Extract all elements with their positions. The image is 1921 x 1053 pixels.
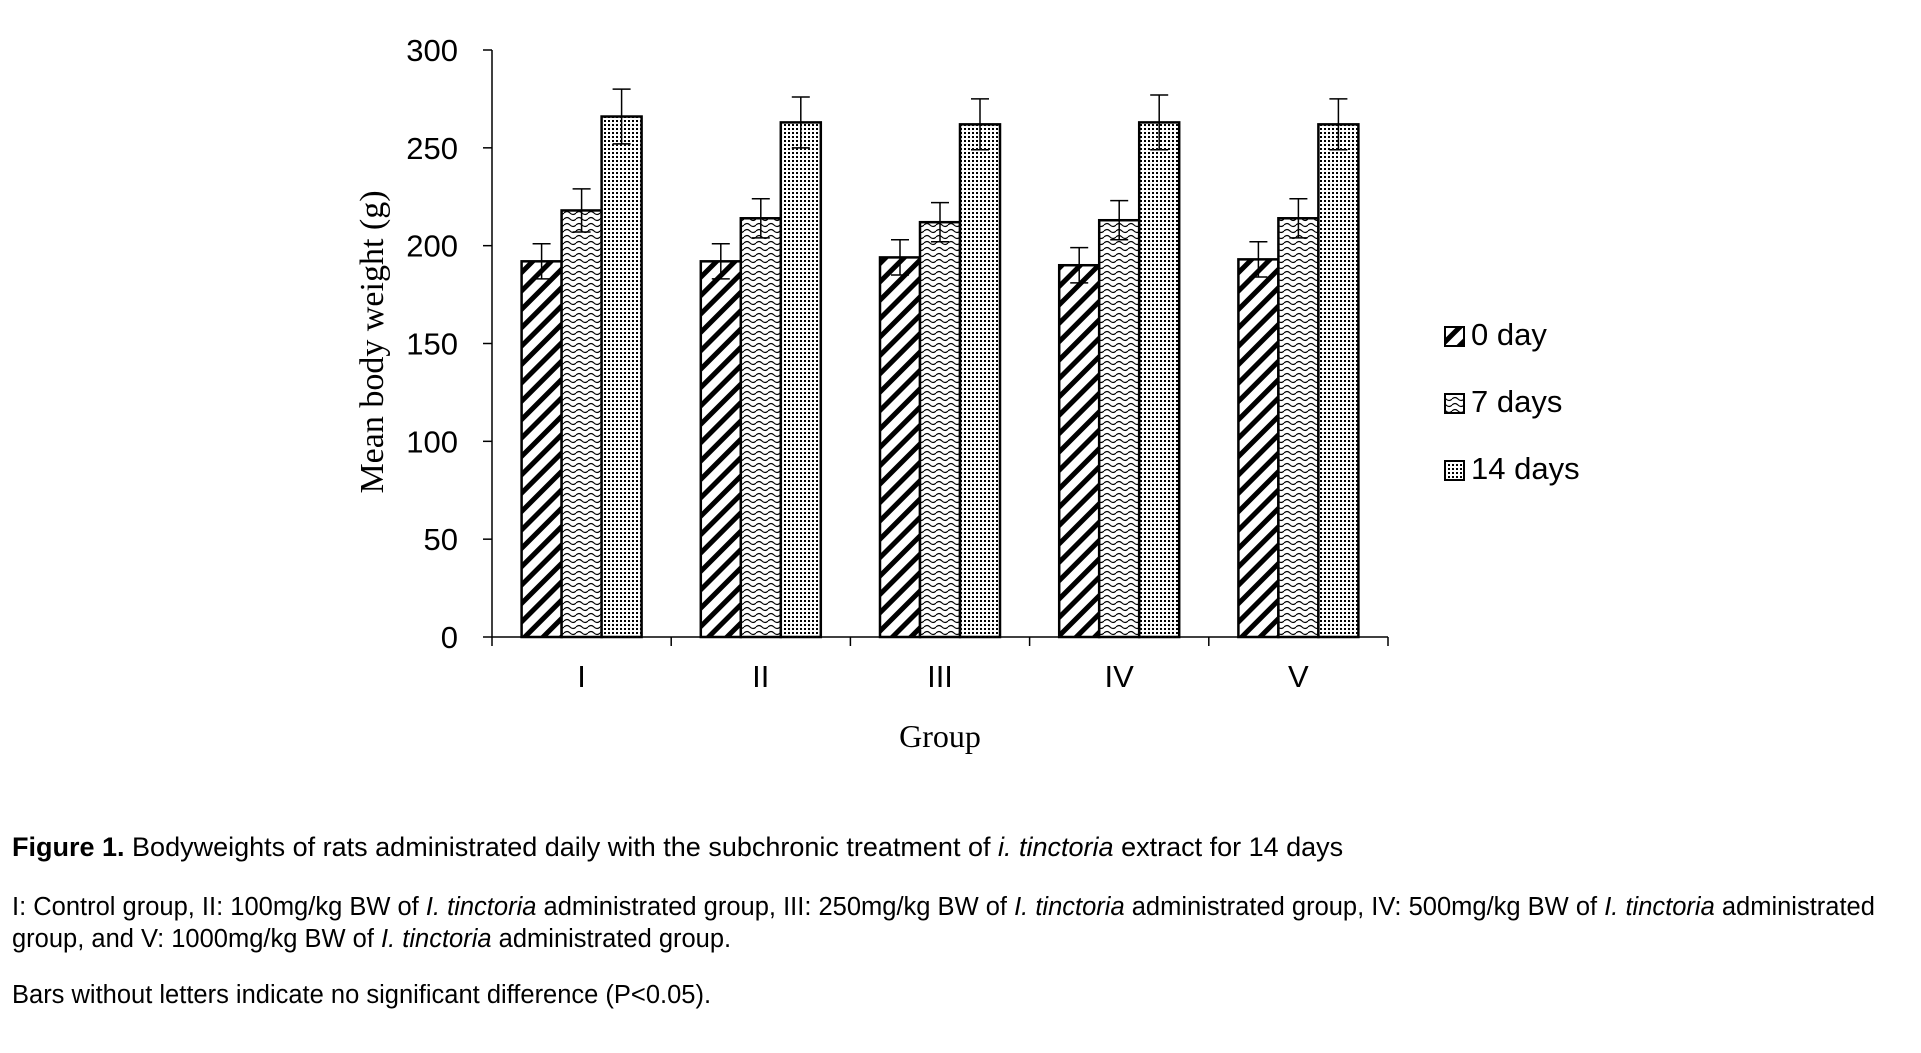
- bar: [600, 115, 643, 639]
- y-tick-label: 50: [424, 522, 458, 557]
- caption-groups-part: administrated group.: [498, 925, 732, 953]
- x-tick-label: I: [577, 659, 586, 694]
- legend-swatch: [1444, 326, 1465, 347]
- caption-groups-part: administrated group, and V: 1000mg/kg BW…: [12, 893, 1875, 953]
- legend-swatch: [1444, 460, 1465, 481]
- figure-number: Figure 1.: [12, 832, 125, 862]
- species-name: I. tinctoria: [1604, 893, 1715, 921]
- bars-group: [520, 115, 1360, 639]
- bar: [1277, 217, 1320, 639]
- y-axis: 0 50 100 150 200 250 300: [406, 33, 493, 655]
- y-tick-label: 0: [441, 620, 458, 655]
- y-tick-label: 250: [406, 131, 458, 166]
- legend-swatch: [1444, 393, 1465, 414]
- caption-groups-part: administrated group, III: 250mg/kg BW of: [543, 893, 1007, 921]
- bar: [779, 121, 823, 639]
- caption-title-text: Bodyweights of rats administrated daily …: [132, 832, 991, 862]
- caption-note: Bars without letters indicate no signifi…: [12, 981, 712, 1009]
- x-tick-label: IV: [1105, 659, 1135, 694]
- caption-groups-part: administrated group, IV: 500mg/kg BW of: [1131, 893, 1598, 921]
- bar: [739, 217, 783, 639]
- caption-groups-part: I: Control group, II: 100mg/kg BW of: [12, 893, 419, 921]
- x-tick-label: III: [927, 659, 953, 694]
- species-name: i. tinctoria: [998, 832, 1114, 862]
- figure-caption: Figure 1. Bodyweights of rats administra…: [12, 830, 1912, 1011]
- bar: [699, 260, 743, 639]
- bar: [1237, 258, 1280, 639]
- y-axis-label: Mean body weight (g): [354, 190, 391, 493]
- legend-label: 0 day: [1471, 317, 1547, 352]
- x-tick-label: II: [752, 659, 769, 694]
- x-tick-label: V: [1288, 659, 1309, 694]
- error-bars-group: [532, 88, 1348, 284]
- x-axis: I II III IV V: [491, 636, 1389, 694]
- bar: [1097, 218, 1141, 639]
- legend-label: 7 days: [1471, 384, 1562, 419]
- bar: [918, 220, 962, 639]
- bar: [1137, 121, 1181, 639]
- caption-title: Figure 1. Bodyweights of rats administra…: [12, 830, 1912, 864]
- y-tick-label: 100: [406, 424, 458, 459]
- bar: [878, 256, 922, 639]
- bar: [520, 260, 563, 639]
- bar: [1057, 263, 1101, 639]
- x-axis-label: Group: [899, 718, 981, 754]
- legend: 0 day 7 days 14 days: [1444, 317, 1580, 486]
- caption-title-text-end: extract for 14 days: [1121, 832, 1344, 862]
- caption-group-legend: I: Control group, II: 100mg/kg BW of I. …: [12, 891, 1912, 955]
- bar: [1317, 123, 1360, 639]
- species-name: I. tinctoria: [381, 925, 492, 953]
- y-tick-label: 200: [406, 229, 458, 264]
- y-tick-label: 150: [406, 327, 458, 362]
- y-tick-label: 300: [406, 33, 458, 68]
- legend-label: 14 days: [1471, 451, 1580, 486]
- species-name: I. tinctoria: [425, 893, 537, 921]
- species-name: I. tinctoria: [1014, 893, 1125, 921]
- bar: [958, 123, 1002, 639]
- bar: [560, 209, 603, 639]
